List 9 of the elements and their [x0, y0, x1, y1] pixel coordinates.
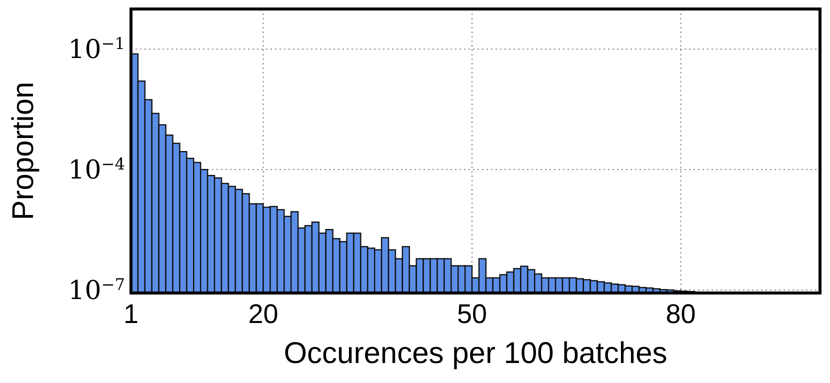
- x-tick-label: 50: [456, 299, 488, 329]
- x-tick-label: 1: [123, 299, 139, 329]
- x-tick-label: 20: [248, 299, 278, 329]
- y-tick-label: 10$^{−1}$: [68, 34, 125, 66]
- y-axis-title: Proportion: [7, 82, 40, 220]
- y-tick-label: 10$^{−4}$: [68, 154, 125, 186]
- x-axis-title: Occurences per 100 batches: [284, 337, 668, 370]
- x-tick-label: 80: [666, 299, 696, 329]
- y-tick-label: 10$^{−7}$: [68, 274, 125, 306]
